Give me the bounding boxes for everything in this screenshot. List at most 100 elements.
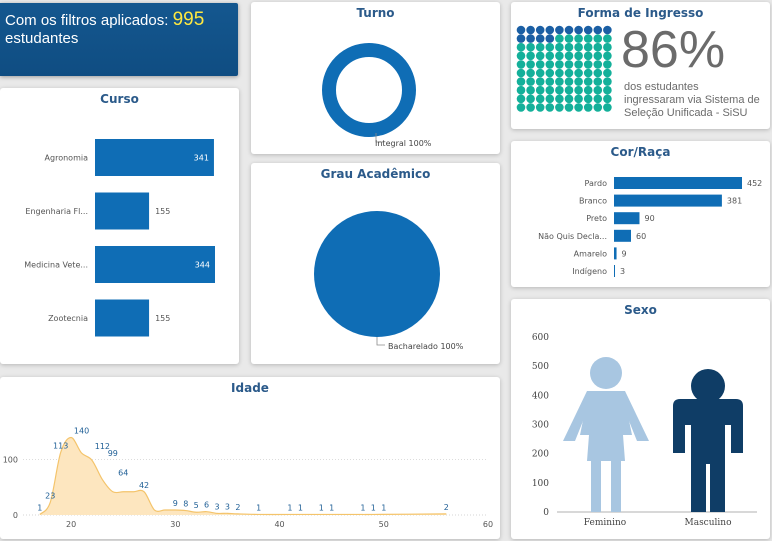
ingresso-dot (535, 34, 545, 43)
ingresso-dot (583, 94, 593, 104)
ingresso-dot (545, 60, 555, 69)
ingresso-dot (526, 51, 535, 61)
idade-data-label: 6 (204, 501, 209, 510)
grau-slice-label: Bacharelado 100% (388, 342, 464, 351)
idade-data-label: 1 (37, 503, 42, 512)
sexo-y-tick: 0 (543, 508, 549, 518)
curso-category-label: Agronomia (45, 154, 89, 163)
ingresso-dot (555, 103, 564, 112)
ingresso-dot (593, 34, 603, 43)
grau-card: Grau Acadêmico Bacharelado 100% (251, 163, 500, 364)
ingresso-dot (535, 77, 545, 86)
turno-chart: Integral 100% (322, 43, 432, 148)
grau-leader-line (376, 337, 385, 346)
turno-slice-label: Integral 100% (375, 139, 432, 148)
ingresso-dot (516, 103, 526, 112)
cor-value-label: 381 (727, 197, 742, 206)
turno-donut-slice-integral[interactable] (322, 43, 416, 137)
ingresso-dot (545, 25, 555, 35)
curso-bar[interactable] (95, 192, 150, 230)
ingresso-dot (574, 103, 583, 112)
curso-bar[interactable] (95, 299, 150, 337)
ingresso-dot (593, 42, 603, 52)
curso-category-label: Engenharia Fl... (25, 207, 88, 216)
cor-category-label: Pardo (585, 179, 608, 188)
ingresso-dot (545, 51, 555, 61)
ingresso-dot (555, 42, 564, 52)
ingresso-dot (603, 77, 612, 86)
idade-area[interactable] (39, 437, 447, 515)
cor-card: Cor/Raça Pardo 452 Branco 381 Preto 90 Não Qui… (511, 141, 770, 287)
idade-data-label: 64 (118, 469, 128, 478)
idade-data-label: 99 (108, 449, 118, 458)
idade-x-tick: 60 (483, 520, 493, 529)
ingresso-desc-line: dos estudantes (624, 81, 699, 93)
cor-bar[interactable] (614, 229, 631, 242)
sexo-figure-masculino[interactable] (673, 369, 743, 512)
cor-bar[interactable] (614, 212, 640, 225)
sexo-figure-feminino[interactable] (563, 357, 649, 512)
summary-count: 995 (172, 9, 205, 30)
ingresso-dot (583, 34, 593, 43)
idade-y-tick: 0 (13, 511, 18, 520)
ingresso-dot (583, 103, 593, 112)
ingresso-dot (574, 68, 583, 78)
idade-data-label: 1 (329, 503, 334, 512)
cor-title: Cor/Raça (610, 145, 671, 159)
ingresso-dot (593, 103, 603, 112)
curso-bar[interactable] (95, 139, 214, 176)
ingresso-dot (574, 34, 583, 43)
idade-data-label: 42 (139, 481, 149, 490)
ingresso-dot (583, 51, 593, 61)
turno-card: Turno Integral 100% (251, 2, 500, 154)
curso-value-label: 155 (155, 207, 170, 216)
ingresso-dot (574, 60, 583, 69)
ingresso-dot (583, 60, 593, 69)
ingresso-dot (526, 34, 535, 43)
ingresso-dot (583, 77, 593, 86)
idade-data-label: 112 (95, 442, 110, 451)
cor-bar[interactable] (614, 247, 617, 260)
ingresso-dot (555, 68, 564, 78)
idade-x-tick: 50 (379, 520, 389, 529)
ingresso-dot (535, 25, 545, 35)
idade-data-label: 1 (256, 503, 261, 512)
ingresso-dot (603, 42, 612, 52)
ingresso-dot (555, 60, 564, 69)
idade-data-label: 3 (214, 502, 219, 511)
ingresso-dot (603, 94, 612, 104)
ingresso-dot-grid (516, 25, 612, 112)
idade-data-label: 1 (298, 503, 303, 512)
ingresso-dot (516, 34, 526, 43)
ingresso-dot (603, 103, 612, 112)
sexo-y-tick: 500 (532, 362, 549, 372)
summary-text: Com os filtros aplicados: 995 estudantes (5, 9, 205, 48)
ingresso-dot (574, 42, 583, 52)
curso-bar[interactable] (95, 246, 215, 283)
cor-bar[interactable] (614, 194, 722, 207)
curso-category-label: Zootecnia (48, 314, 88, 323)
ingresso-desc-line: ingressaram via Sistema de (624, 94, 760, 106)
ingresso-dot (526, 68, 535, 78)
idade-data-label: 2 (235, 503, 240, 512)
ingresso-dot (593, 77, 603, 86)
cor-bar[interactable] (614, 177, 742, 189)
ingresso-dot (564, 42, 574, 52)
ingresso-dot (603, 25, 612, 35)
cor-bar[interactable] (614, 265, 615, 277)
ingresso-card: Forma de Ingresso 86% dos estudantes ing… (511, 2, 770, 129)
ingresso-dot (516, 68, 526, 78)
ingresso-dot (593, 51, 603, 61)
ingresso-dot (603, 68, 612, 78)
cor-category-label: Indígeno (572, 267, 607, 276)
ingresso-dot (564, 34, 574, 43)
grau-pie-slice-bacharelado[interactable] (314, 211, 440, 337)
cor-value-label: 9 (622, 249, 627, 258)
ingresso-dot (603, 51, 612, 61)
idade-data-label: 1 (371, 503, 376, 512)
sexo-y-tick: 200 (532, 450, 549, 460)
ingresso-dot (516, 94, 526, 104)
ingresso-dot (545, 77, 555, 86)
ingresso-dot (516, 60, 526, 69)
